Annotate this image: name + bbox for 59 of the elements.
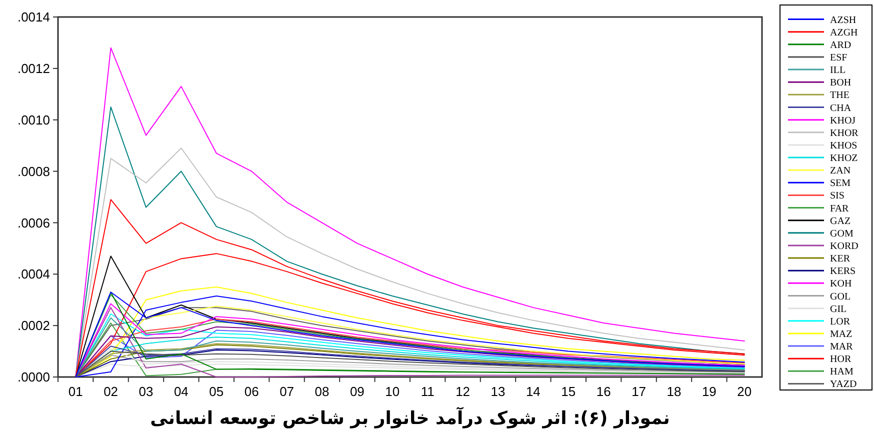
y-tick-label: .0008 — [17, 164, 50, 179]
x-tick-label: 10 — [385, 384, 400, 399]
legend-label: AZSH — [830, 14, 856, 26]
y-tick-label: .0014 — [17, 10, 50, 25]
x-tick-label: 06 — [244, 384, 259, 399]
legend-label: GAZ — [830, 216, 851, 227]
x-tick-label: 07 — [280, 384, 294, 399]
legend-label: ZAN — [830, 166, 851, 177]
x-tick-label: 15 — [561, 384, 576, 399]
x-tick-label: 04 — [174, 384, 188, 399]
x-tick-label: 20 — [737, 384, 752, 399]
legend-label: GIL — [830, 304, 847, 315]
legend-label: MAR — [830, 342, 854, 353]
y-tick-label: .0012 — [17, 60, 50, 76]
legend-label: KHOJ — [830, 115, 856, 126]
x-tick-label: 01 — [68, 384, 83, 399]
legend-label: ESF — [830, 52, 848, 64]
y-tick-label: .0000 — [17, 370, 50, 385]
legend-label: SEM — [830, 178, 851, 190]
legend-label: AZGH — [830, 27, 858, 38]
y-tick-label: .0010 — [17, 112, 50, 128]
legend-label: GOL — [830, 291, 851, 302]
legend-label: KHOZ — [830, 153, 858, 164]
legend-label: ARD — [830, 40, 852, 51]
legend-label: MAZ — [830, 328, 852, 340]
x-tick-label: 17 — [632, 384, 646, 399]
x-tick-label: 08 — [314, 384, 330, 399]
x-tick-label: 02 — [104, 384, 118, 399]
text: نمودار (۶): اثر شوک درآمد خانوار بر شاخص توسعه انسانی — [150, 406, 670, 429]
legend-label: KERS — [830, 266, 856, 278]
x-tick-label: 09 — [350, 384, 364, 399]
legend-label: THE — [830, 90, 850, 102]
legend-label: GOM — [830, 228, 854, 240]
legend-label: CHA — [830, 102, 852, 114]
y-tick-label: .0006 — [17, 215, 50, 230]
x-tick-label: 19 — [702, 384, 716, 399]
x-tick-label: 13 — [490, 384, 506, 399]
legend-label: KHOR — [830, 128, 859, 139]
x-tick-label: 12 — [456, 384, 470, 399]
y-tick-label: .0004 — [17, 266, 50, 282]
x-tick-label: 11 — [420, 384, 434, 399]
legend-label: HAM — [830, 366, 854, 378]
legend-label: HOR — [830, 354, 852, 366]
legend-label: YAZD — [830, 379, 857, 390]
legend-label: ILL — [830, 65, 846, 76]
legend-label: FAR — [830, 203, 850, 214]
x-tick-label: 16 — [596, 384, 611, 399]
legend-label: SIS — [830, 190, 844, 202]
legend-label: KORD — [830, 240, 858, 252]
legend-label: KHOS — [830, 140, 858, 152]
y-tick-label: .0002 — [17, 318, 50, 334]
legend-label: KOH — [830, 278, 852, 290]
x-tick-label: 14 — [526, 384, 540, 399]
legend-label: KER — [830, 254, 850, 265]
x-tick-label: 05 — [209, 384, 224, 399]
legend-label: LOR — [830, 316, 850, 328]
x-tick-label: 18 — [666, 384, 682, 399]
legend-label: BOH — [830, 78, 852, 89]
x-tick-label: 03 — [138, 384, 154, 399]
